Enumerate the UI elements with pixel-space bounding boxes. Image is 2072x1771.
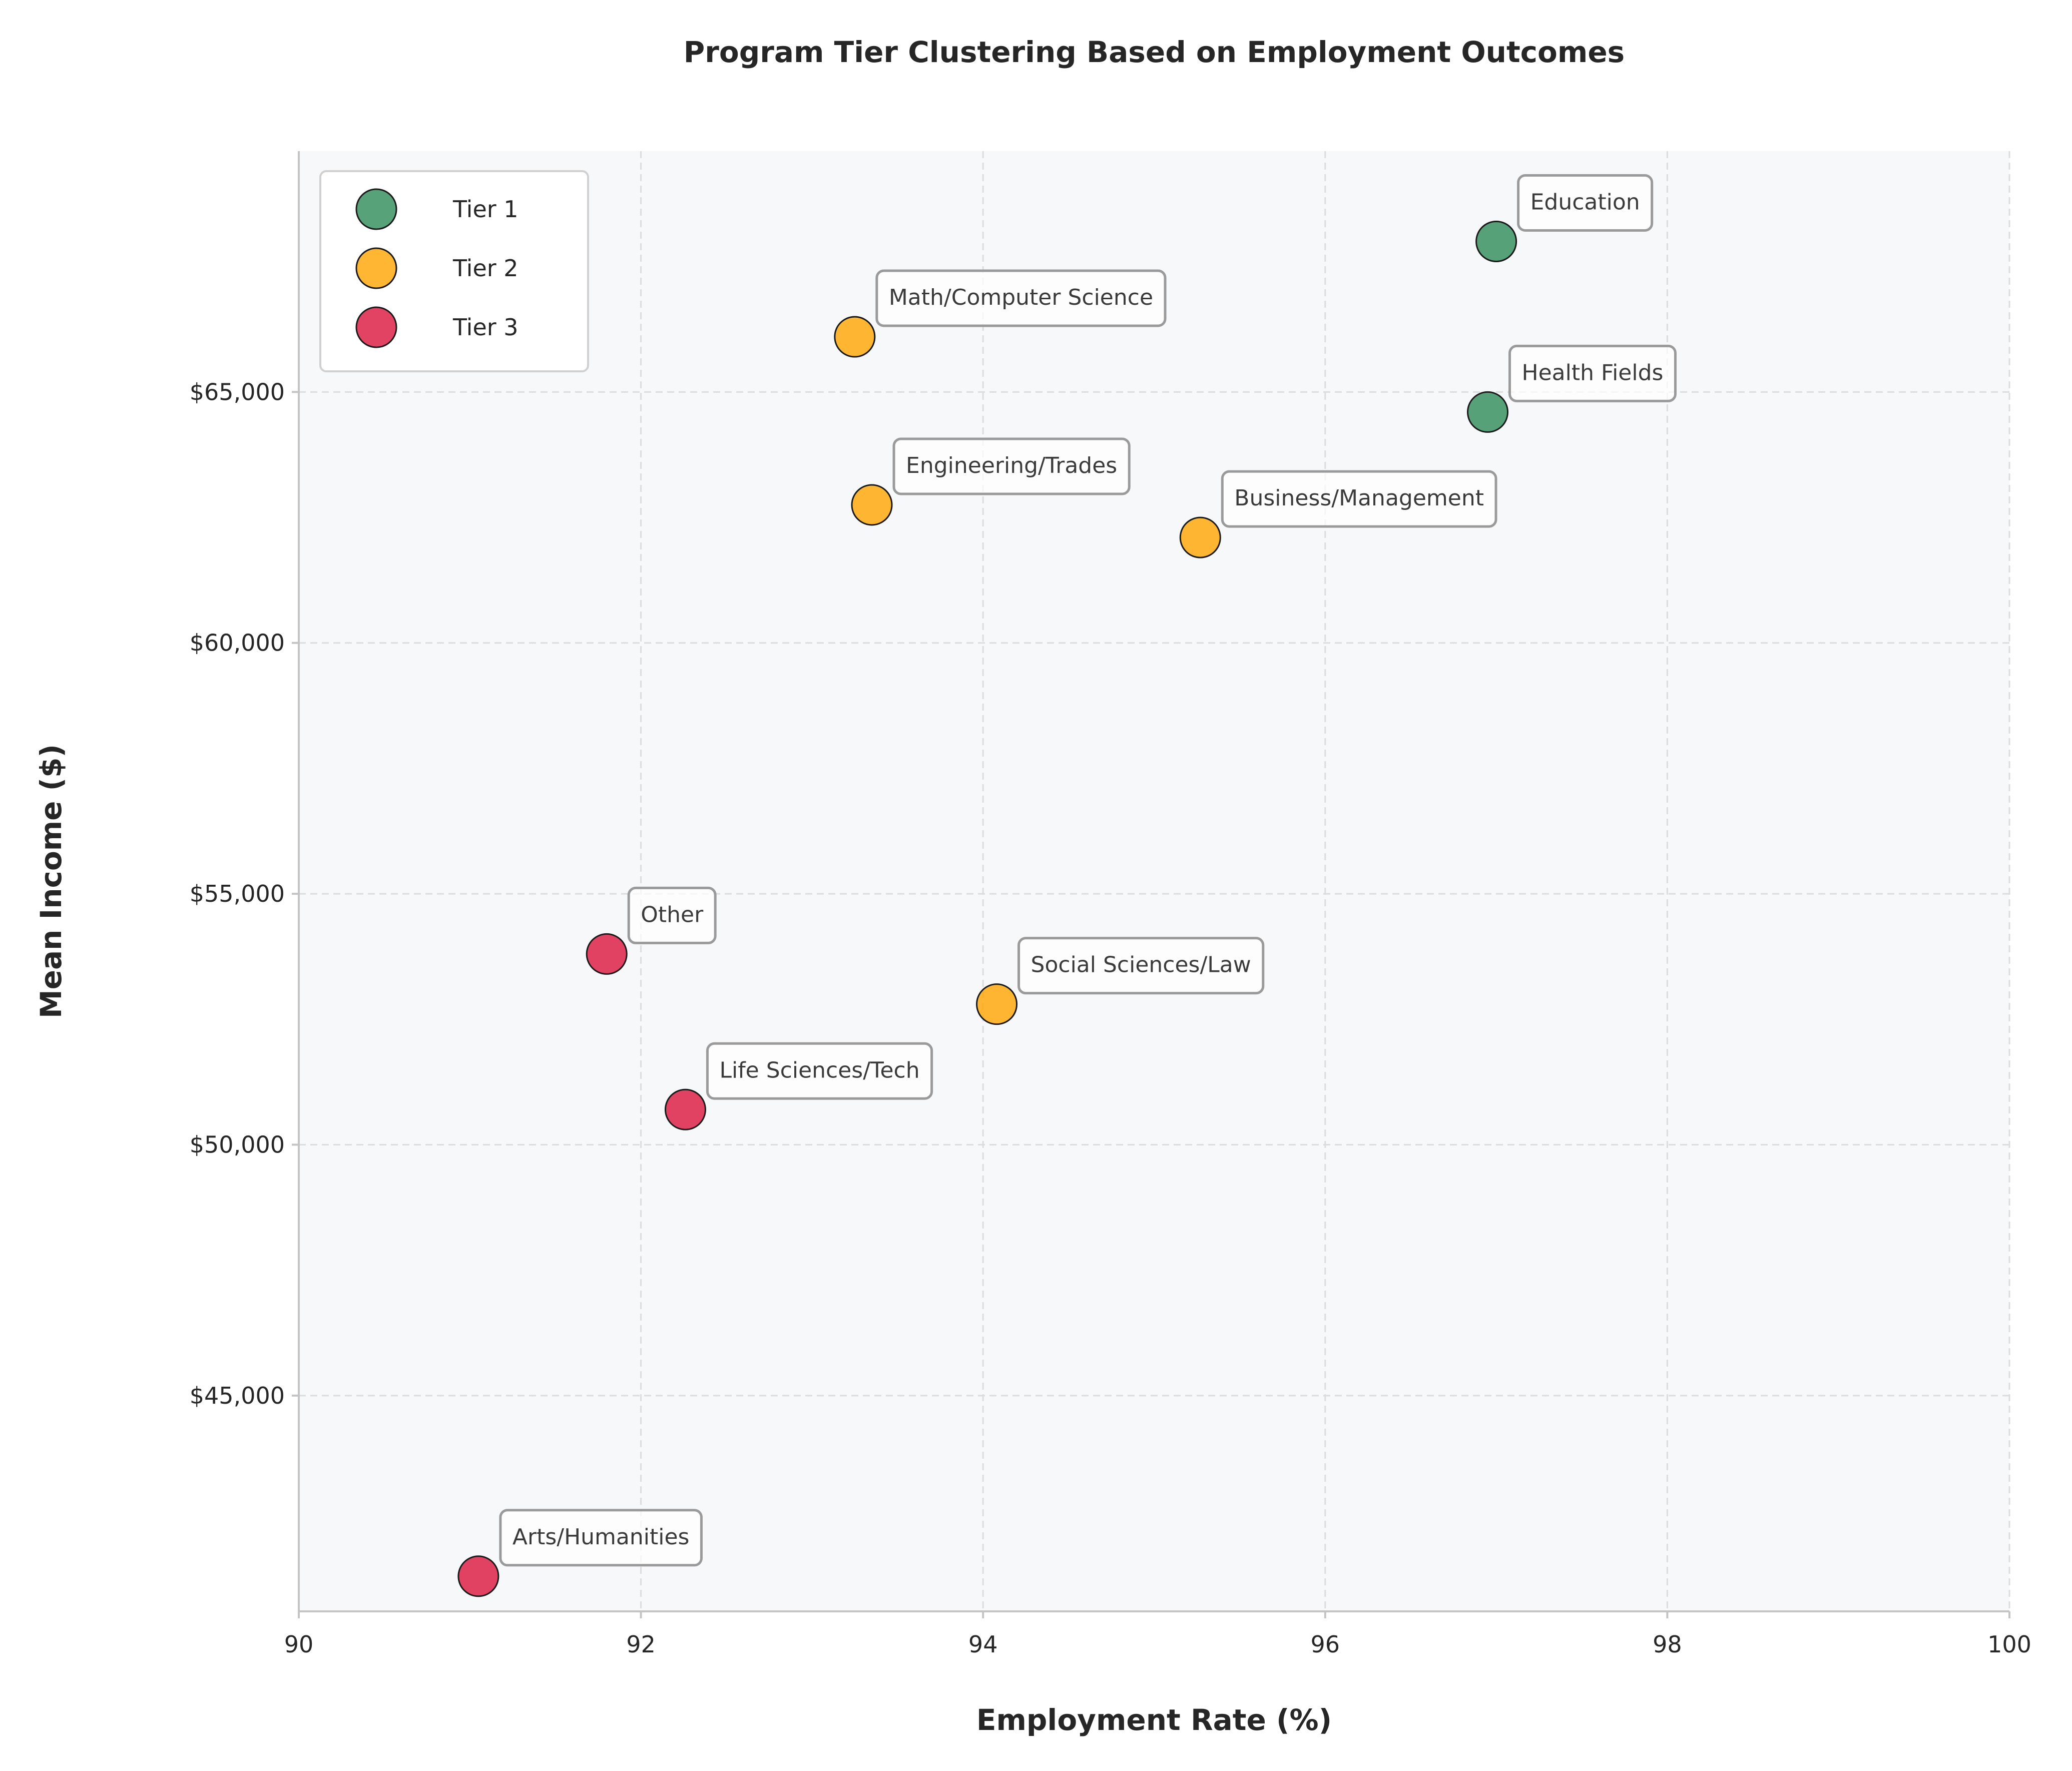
annotation-label: Health Fields xyxy=(1522,360,1664,385)
legend-marker xyxy=(355,306,397,348)
annotation-life-sciences-tech: Life Sciences/Tech xyxy=(706,1042,933,1100)
legend-marker xyxy=(355,247,397,289)
annotation-arts-humanities: Arts/Humanities xyxy=(499,1509,703,1567)
legend-label: Tier 3 xyxy=(452,314,519,341)
x-tick-label: 96 xyxy=(1311,1631,1340,1658)
legend-label: Tier 1 xyxy=(452,196,519,223)
x-tick-label: 90 xyxy=(284,1631,314,1658)
y-tick-label: $60,000 xyxy=(190,630,285,657)
legend-marker xyxy=(355,188,397,230)
annotation-education: Education xyxy=(1517,174,1654,232)
annotation-box xyxy=(706,1042,933,1100)
point-arts-humanities xyxy=(457,1555,499,1597)
point-health-fields xyxy=(1467,391,1509,433)
point-engineering-trades xyxy=(851,484,893,526)
annotation-label: Math/Computer Science xyxy=(889,285,1153,310)
annotation-label: Life Sciences/Tech xyxy=(719,1057,919,1083)
point-math-computer-science xyxy=(834,316,876,358)
annotation-box xyxy=(627,886,717,944)
annotation-other: Other xyxy=(627,886,717,944)
data-points xyxy=(457,220,1517,1597)
x-tick-label: 100 xyxy=(1987,1631,2031,1658)
point-other xyxy=(586,933,628,975)
annotation-label: Business/Management xyxy=(1234,485,1484,511)
point-life-sciences-tech xyxy=(664,1088,706,1130)
y-tick-label: $65,000 xyxy=(190,378,285,405)
y-tick-label: $50,000 xyxy=(190,1131,285,1158)
axes-spines xyxy=(298,151,2009,1612)
annotation-box xyxy=(892,437,1131,495)
y-axis-label: Mean Income ($) xyxy=(34,744,68,1018)
x-ticks: 90 92 94 96 98 100 xyxy=(284,1611,2031,1658)
legend-label: Tier 2 xyxy=(452,255,519,282)
annotation-box xyxy=(1221,470,1497,528)
annotation-label: Education xyxy=(1530,189,1640,215)
annotation-label: Engineering/Trades xyxy=(906,453,1117,478)
annotation-box xyxy=(1508,344,1677,402)
y-tick-label: $45,000 xyxy=(190,1382,285,1409)
legend-item-tier-2: Tier 2 xyxy=(355,247,519,289)
annotation-label: Other xyxy=(641,902,704,927)
plot-background xyxy=(299,151,2009,1611)
annotation-box xyxy=(1517,174,1654,232)
annotation-box xyxy=(499,1509,703,1567)
legend-item-tier-1: Tier 1 xyxy=(355,188,519,230)
annotation-math-computer-science: Math/Computer Science xyxy=(875,269,1167,327)
annotation-engineering-trades: Engineering/Trades xyxy=(892,437,1131,495)
annotation-label: Arts/Humanities xyxy=(512,1524,690,1550)
legend: Tier 1 Tier 2 Tier 3 xyxy=(319,170,589,372)
annotation-box xyxy=(875,269,1167,327)
x-tick-label: 92 xyxy=(626,1631,656,1658)
point-annotations: Education Health Fields Math/Computer Scie… xyxy=(499,174,1677,1567)
point-education xyxy=(1475,220,1517,262)
chart-title: Program Tier Clustering Based on Employm… xyxy=(684,35,1625,69)
x-tick-label: 94 xyxy=(968,1631,998,1658)
y-tick-label: $55,000 xyxy=(190,880,285,907)
annotation-social-sciences-law: Social Sciences/Law xyxy=(1017,937,1265,995)
point-business-management xyxy=(1179,516,1221,558)
point-social-sciences-law xyxy=(976,983,1018,1025)
annotation-health-fields: Health Fields xyxy=(1508,344,1677,402)
annotation-business-management: Business/Management xyxy=(1221,470,1497,528)
annotation-box xyxy=(1017,937,1265,995)
y-ticks: $45,000 $50,000 $55,000 $60,000 $65,000 xyxy=(190,378,299,1409)
annotation-label: Social Sciences/Law xyxy=(1031,952,1251,978)
x-axis-label: Employment Rate (%) xyxy=(976,1703,1332,1737)
legend-item-tier-3: Tier 3 xyxy=(355,306,519,348)
x-tick-label: 98 xyxy=(1653,1631,1682,1658)
